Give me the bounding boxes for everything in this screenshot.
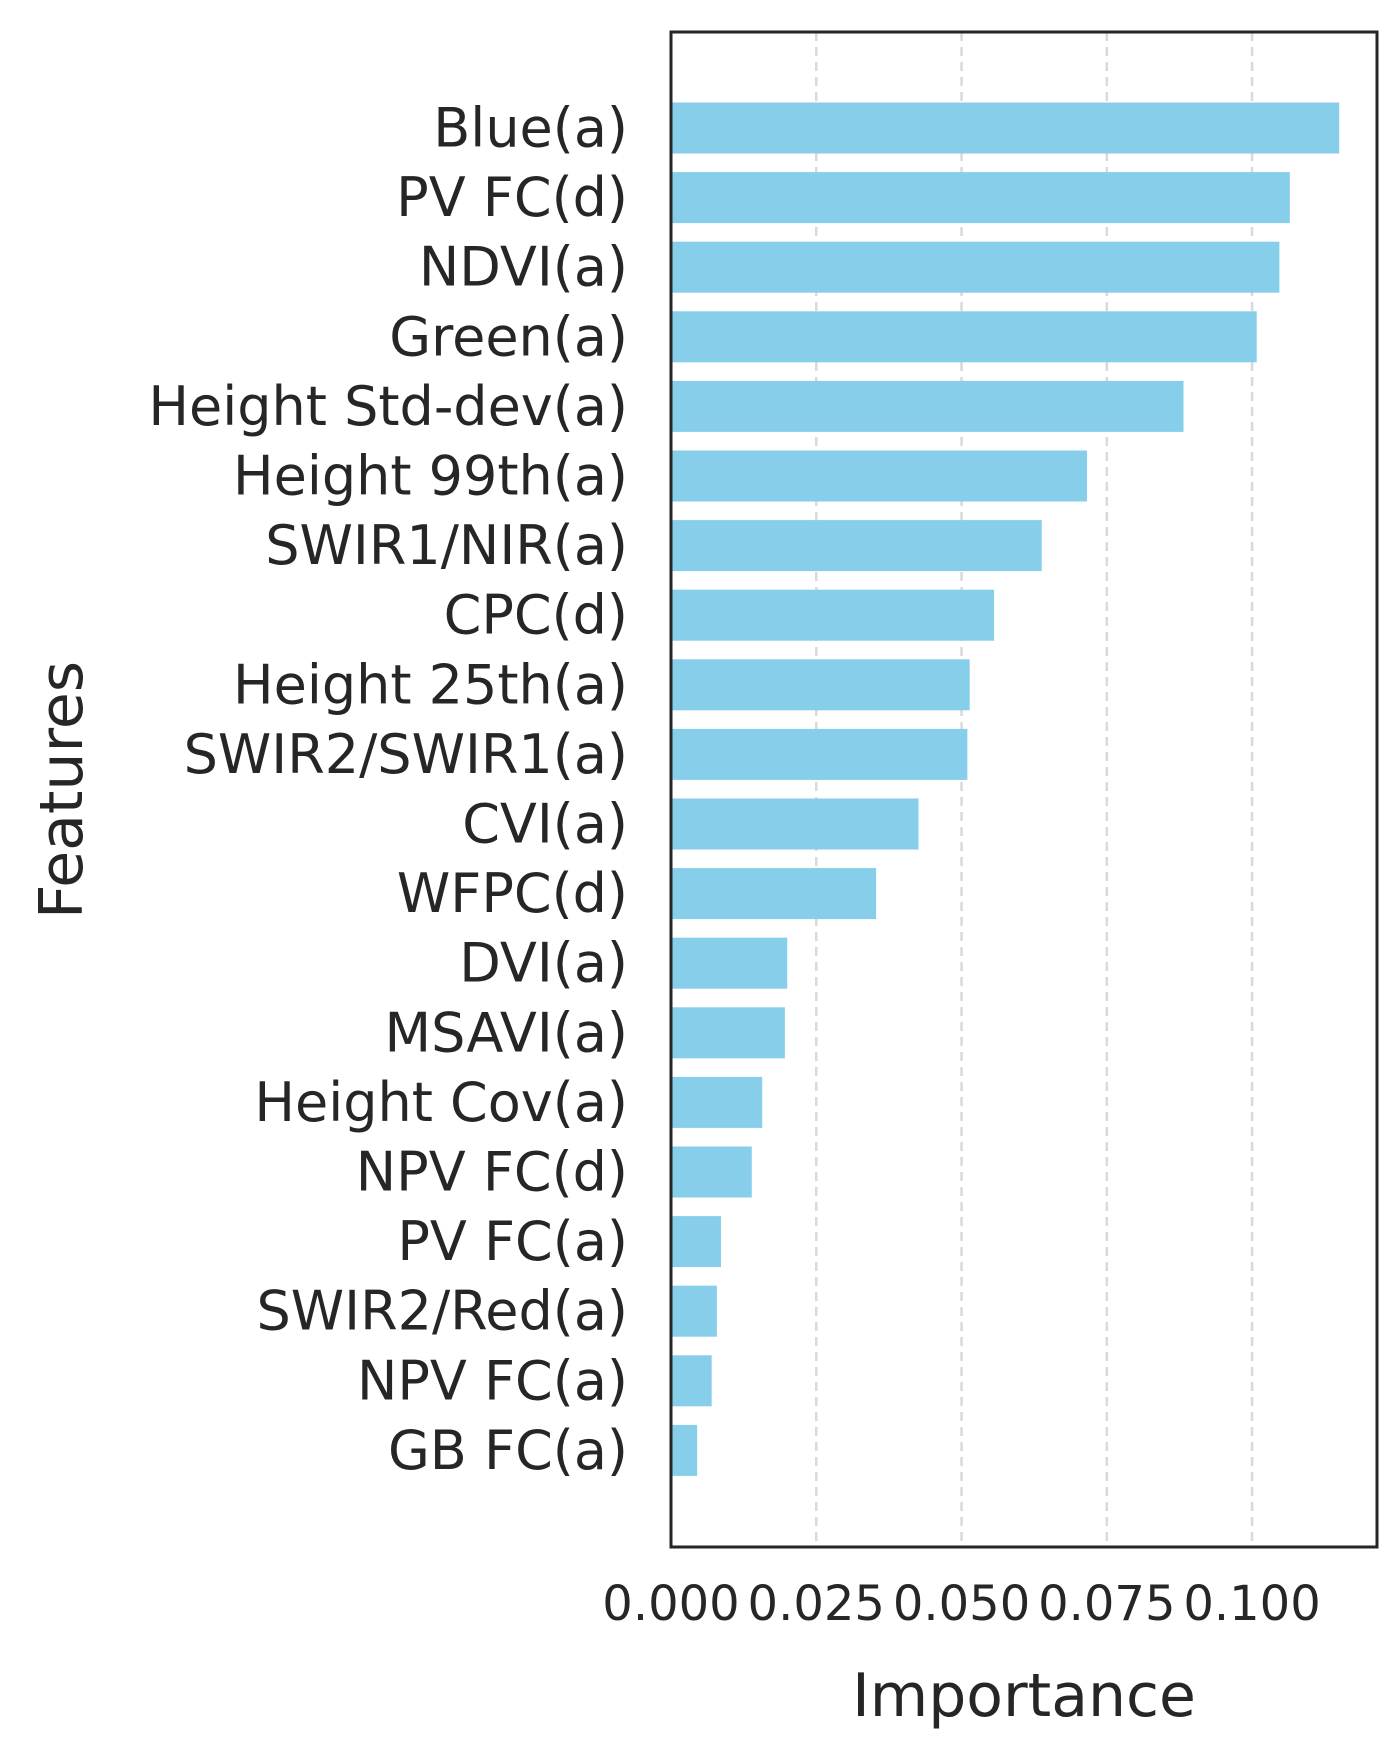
x-tick-label-2: 0.050 <box>893 1576 1030 1632</box>
feature-label-3: Green(a) <box>389 305 628 368</box>
bar-17 <box>671 1285 717 1337</box>
feature-label-5: Height 99th(a) <box>233 445 628 508</box>
bar-14 <box>671 1076 763 1128</box>
bar-6 <box>671 520 1042 572</box>
feature-label-18: NPV FC(a) <box>357 1349 628 1412</box>
x-tick-labels: 0.000 0.025 0.050 0.075 0.100 <box>602 1576 1320 1632</box>
feature-label-11: WFPC(d) <box>397 862 628 925</box>
bar-4 <box>671 380 1184 432</box>
bar-16 <box>671 1216 721 1268</box>
feature-label-7: CPC(d) <box>444 584 628 647</box>
feature-label-12: DVI(a) <box>459 932 628 995</box>
y-axis-title: Features <box>27 661 97 919</box>
x-tick-label-4: 0.100 <box>1183 1576 1320 1632</box>
bar-18 <box>671 1355 712 1407</box>
feature-label-2: NDVI(a) <box>419 236 628 299</box>
bar-12 <box>671 937 788 989</box>
feature-label-13: MSAVI(a) <box>385 1001 628 1064</box>
feature-label-1: PV FC(d) <box>396 166 628 229</box>
bar-7 <box>671 589 995 641</box>
feature-label-17: SWIR2/Red(a) <box>257 1280 629 1343</box>
feature-label-8: Height 25th(a) <box>233 653 628 716</box>
bar-9 <box>671 728 968 780</box>
x-tick-label-3: 0.075 <box>1038 1576 1175 1632</box>
bar-0 <box>671 102 1340 154</box>
feature-label-19: GB FC(a) <box>388 1419 628 1482</box>
plot-frame <box>669 30 1379 1549</box>
bar-10 <box>671 798 919 850</box>
bar-2 <box>671 241 1280 293</box>
bar-13 <box>671 1007 785 1059</box>
bar-15 <box>671 1146 752 1198</box>
bar-11 <box>671 868 877 920</box>
feature-label-10: CVI(a) <box>462 793 628 856</box>
bar-5 <box>671 450 1088 502</box>
x-axis-title: Importance <box>852 1661 1196 1731</box>
bar-8 <box>671 659 970 711</box>
feature-label-4: Height Std-dev(a) <box>148 375 628 438</box>
feature-label-16: PV FC(a) <box>397 1210 628 1273</box>
x-tick-label-1: 0.025 <box>748 1576 885 1632</box>
bar-3 <box>671 311 1257 363</box>
bar-19 <box>671 1424 698 1476</box>
feature-labels: Blue(a)PV FC(d) NDVI(a)Green(a) Height Std… <box>148 97 628 1482</box>
feature-label-14: Height Cov(a) <box>254 1071 628 1134</box>
gridlines <box>815 32 1254 1547</box>
bars <box>671 102 1340 1476</box>
feature-label-6: SWIR1/NIR(a) <box>265 514 628 577</box>
feature-label-15: NPV FC(d) <box>356 1141 628 1204</box>
bar-1 <box>671 172 1290 224</box>
feature-label-9: SWIR2/SWIR1(a) <box>184 723 628 786</box>
x-tick-label-0: 0.000 <box>602 1576 739 1632</box>
feature-label-0: Blue(a) <box>433 97 628 160</box>
